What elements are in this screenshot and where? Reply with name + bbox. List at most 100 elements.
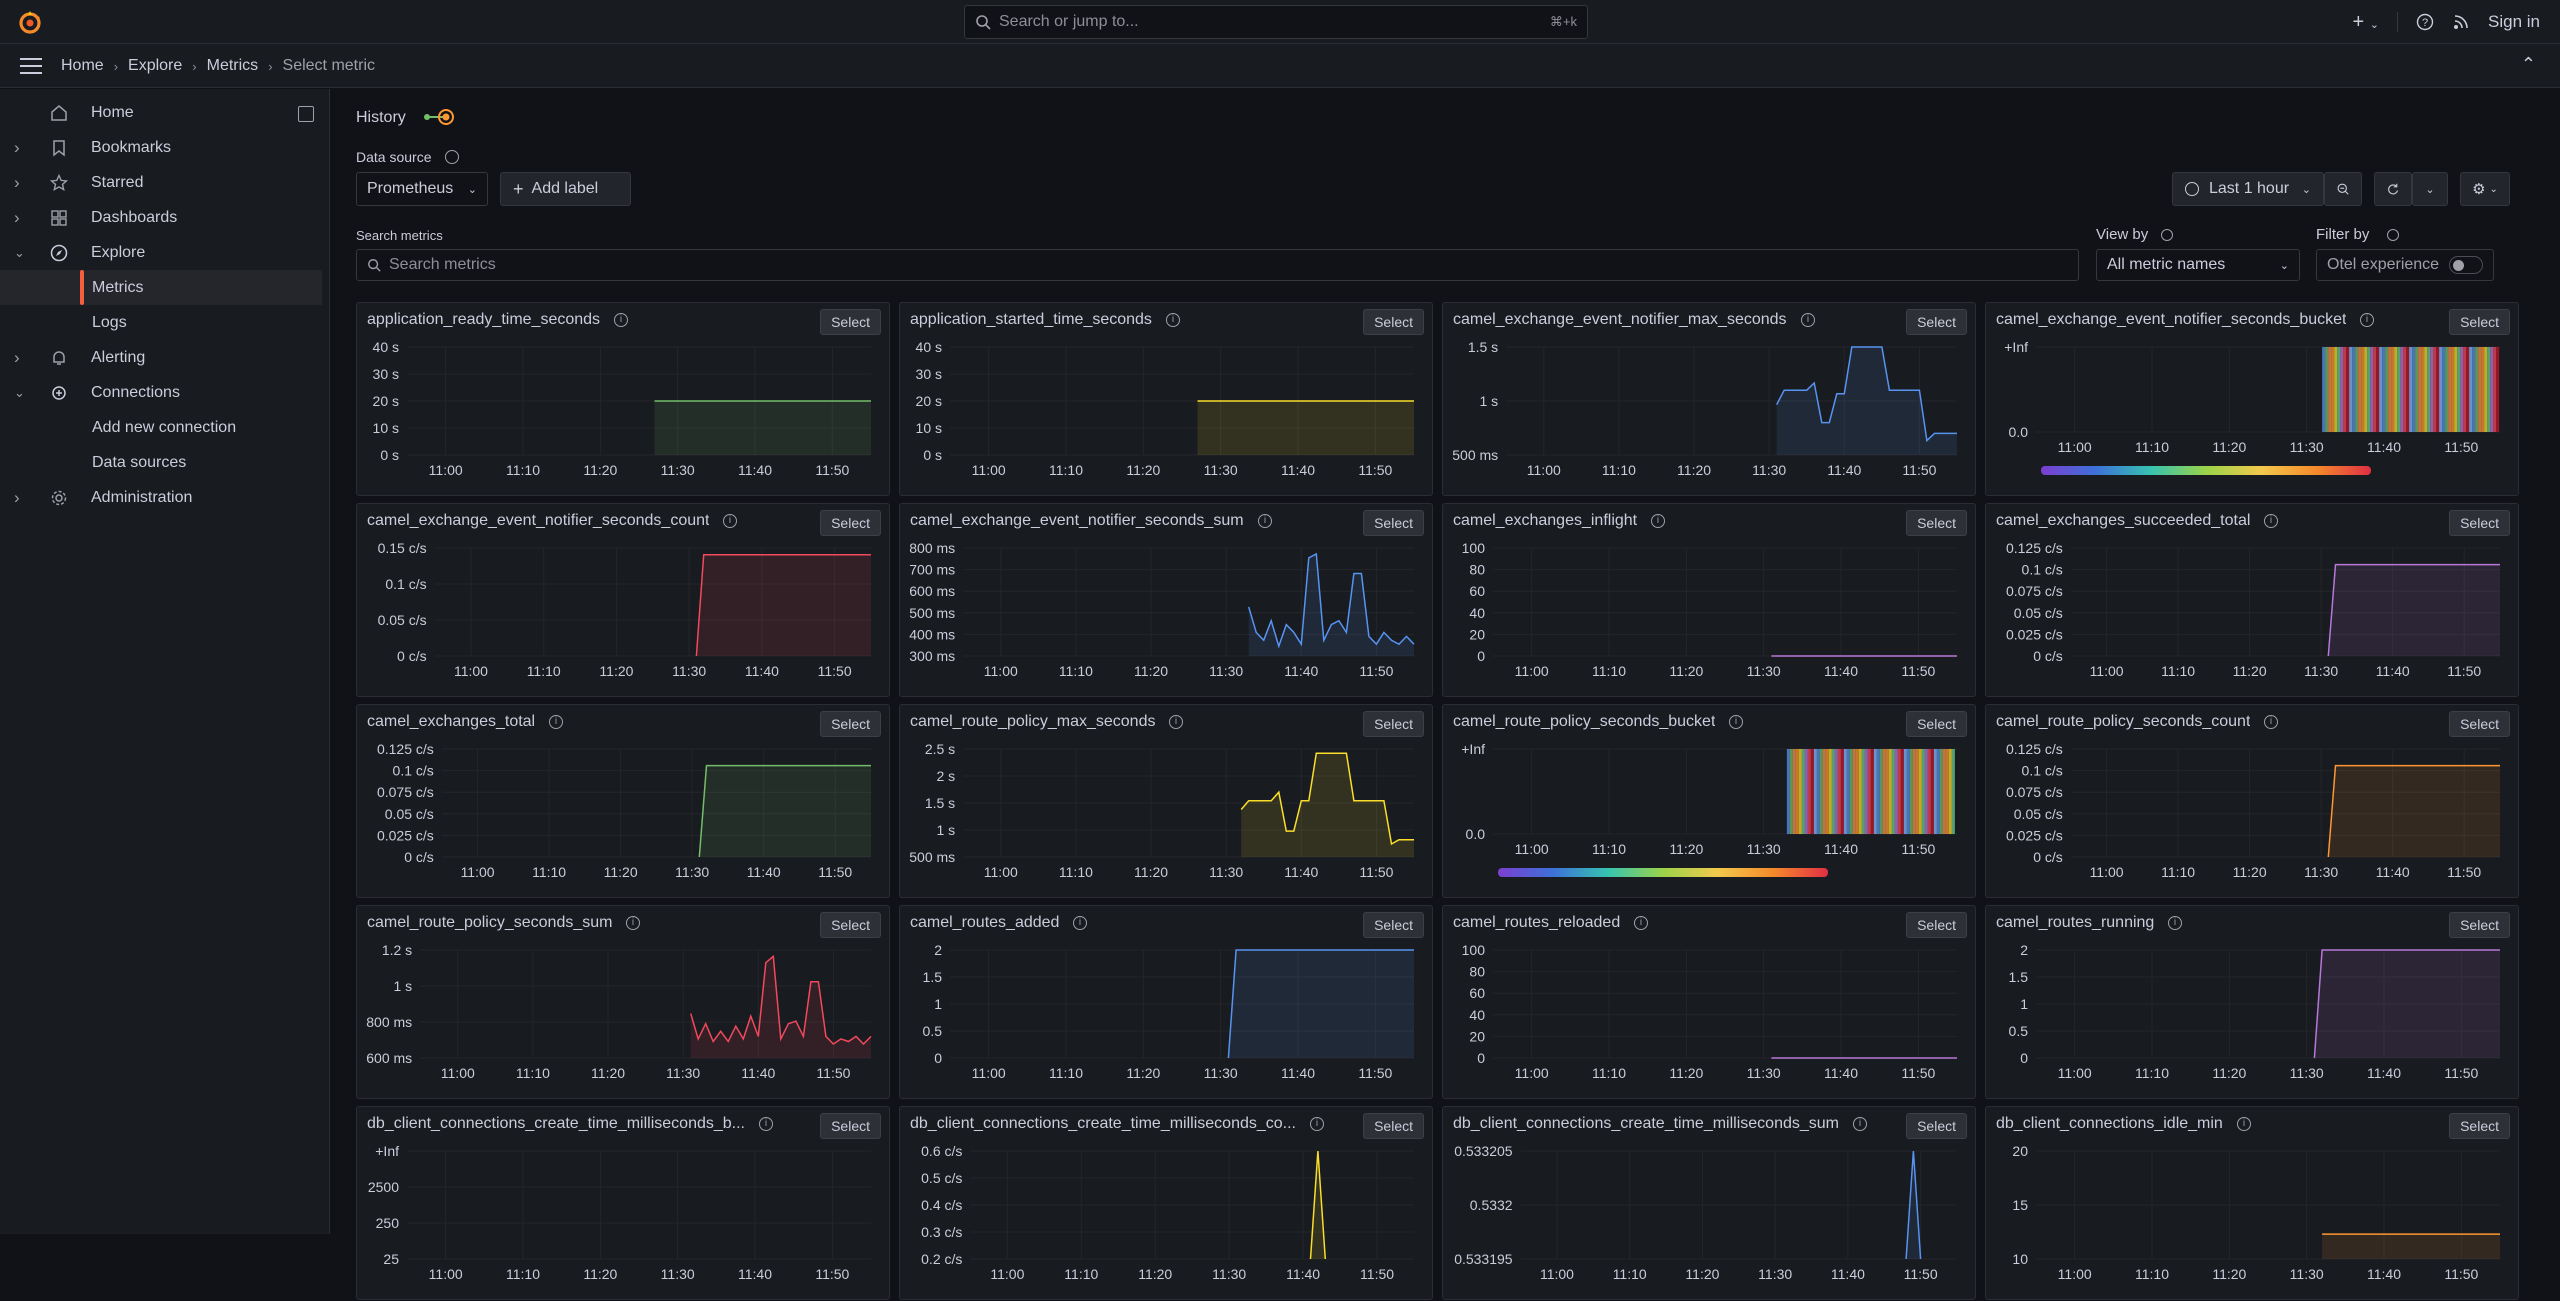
heatmap-cell [2430,347,2434,432]
chevron-down-icon[interactable]: ⌄ [14,244,25,260]
select-metric-button[interactable]: Select [1363,309,1424,335]
metric-panel: camel_exchange_event_notifier_seconds_co… [356,503,890,697]
heatmap-cell [2337,347,2341,432]
data-source-label: Data source [356,149,432,165]
settings-dropdown[interactable]: ⚙ ⌄ [2460,172,2510,206]
sign-in-link[interactable]: Sign in [2488,12,2540,31]
sidebar-item-logs[interactable]: Logs [0,305,322,340]
select-metric-button[interactable]: Select [2449,711,2510,737]
search-bar[interactable]: Search or jump to... ⌘+k [964,5,1588,39]
series-line [1240,752,1414,846]
x-tick-label: 11:00 [461,864,495,880]
x-tick-label: 11:40 [1824,663,1858,679]
refresh-interval-dropdown[interactable]: ⌄ [2412,172,2448,206]
heatmap-cell [1822,749,1826,834]
y-tick-label: 0.1 c/s [2022,763,2063,779]
breadcrumb-home[interactable]: Home [61,57,104,74]
sidebar-item-label: Logs [92,313,127,331]
heatmap-cell [2466,347,2470,432]
y-tick-label: 0.025 c/s [377,827,434,843]
heatmap-cell [2349,347,2353,432]
x-tick-label: 11:10 [506,462,540,478]
select-metric-button[interactable]: Select [1906,1113,1967,1139]
sidebar-item-home[interactable]: Home [0,95,322,130]
heatmap-cell [1792,749,1796,834]
metric-chart: 2.5 s 2 s 1.5 s 1 s 500 ms 11:00 11:10 11:20 11:… [909,741,1414,880]
breadcrumb-explore[interactable]: Explore [128,57,183,74]
otel-experience-toggle[interactable] [2449,256,2483,274]
select-metric-button[interactable]: Select [1363,510,1424,536]
y-tick-label: 0.0 [2009,424,2029,440]
sidebar-item-bookmarks[interactable]: › Bookmarks [0,130,322,165]
grafana-logo-icon[interactable] [17,9,43,35]
select-metric-button[interactable]: Select [1906,309,1967,335]
view-by-select[interactable]: All metric names ⌄ [2096,249,2300,281]
time-range-picker[interactable]: Last 1 hour ⌄ [2172,172,2324,206]
select-metric-button[interactable]: Select [1906,912,1967,938]
series-area [699,765,871,857]
metric-chart: 1.2 s 1 s 800 ms 600 ms 11:00 11:10 11:20 11:30… [366,942,872,1081]
sidebar-item-metrics[interactable]: Metrics [0,270,322,305]
select-metric-button[interactable]: Select [820,1113,881,1139]
zoom-out-button[interactable] [2324,172,2362,206]
add-label-button[interactable]: + Add label [500,172,631,206]
sidebar-item-label: Metrics [92,278,144,296]
x-tick-label: 11:40 [2367,1266,2401,1282]
sidebar-item-alerting[interactable]: › Alerting [0,340,322,375]
search-metrics-input[interactable]: Search metrics [356,249,2079,281]
select-metric-button[interactable]: Select [820,510,881,536]
chevron-right-icon[interactable]: › [14,487,20,507]
x-tick-label: 11:30 [1747,1065,1781,1081]
x-tick-label: 11:40 [745,663,779,679]
series-line [698,764,871,858]
y-tick-label: 800 ms [909,540,955,556]
sidebar-item-data-sources[interactable]: Data sources [0,445,322,480]
info-icon: i [1310,1117,1324,1131]
select-metric-button[interactable]: Select [2449,510,2510,536]
sidebar-item-connections[interactable]: ⌄ Connections [0,375,322,410]
chevron-down-icon[interactable]: ⌄ [14,384,25,400]
select-metric-button[interactable]: Select [2449,309,2510,335]
y-tick-label: 15 [2012,1197,2028,1213]
select-metric-button[interactable]: Select [820,912,881,938]
x-tick-label: 11:30 [2290,1266,2324,1282]
collapse-chevron-up-icon[interactable]: ⌃ [2520,54,2536,74]
select-metric-button[interactable]: Select [820,711,881,737]
heatmap-cell [2424,347,2428,432]
select-metric-button[interactable]: Select [1363,711,1424,737]
chevron-right-icon[interactable]: › [14,172,20,192]
otel-experience-control: Otel experience [2316,249,2494,281]
series-line [1776,346,1957,443]
y-tick-label: +Inf [2004,339,2028,355]
menu-icon[interactable] [20,57,42,75]
refresh-button[interactable] [2374,172,2412,206]
sidebar-item-starred[interactable]: › Starred [0,165,322,200]
help-icon[interactable]: ? [2416,13,2434,31]
select-metric-button[interactable]: Select [2449,912,2510,938]
history-toggle-icon[interactable] [421,107,457,127]
select-metric-button[interactable]: Select [1363,912,1424,938]
sidebar-item-dashboards[interactable]: › Dashboards [0,200,322,235]
data-source-select[interactable]: Prometheus ⌄ [356,172,488,206]
select-metric-button[interactable]: Select [820,309,881,335]
sidebar-item-explore[interactable]: ⌄ Explore [0,235,322,270]
chevron-right-icon[interactable]: › [14,207,20,227]
y-tick-label: 0.2 c/s [921,1251,962,1267]
select-metric-button[interactable]: Select [2449,1113,2510,1139]
sidebar-item-add-new-connection[interactable]: Add new connection [0,410,322,445]
select-metric-button[interactable]: Select [1363,1113,1424,1139]
heatmap-cell [1885,749,1889,834]
sidebar-item-administration[interactable]: › Administration [0,480,322,515]
x-tick-label: 11:30 [675,864,709,880]
select-metric-button[interactable]: Select [1906,711,1967,737]
chevron-right-icon[interactable]: › [14,347,20,367]
y-tick-label: 40 [1469,1007,1485,1023]
new-plus-icon[interactable]: + ⌄ [2352,10,2380,33]
chevron-right-icon[interactable]: › [14,137,20,157]
x-tick-label: 11:40 [2376,864,2410,880]
select-metric-button[interactable]: Select [1906,510,1967,536]
breadcrumb-metrics[interactable]: Metrics [206,57,259,74]
rss-icon[interactable] [2452,13,2470,31]
dock-sidebar-icon[interactable] [298,106,314,122]
y-tick-label: 250 [376,1215,400,1231]
